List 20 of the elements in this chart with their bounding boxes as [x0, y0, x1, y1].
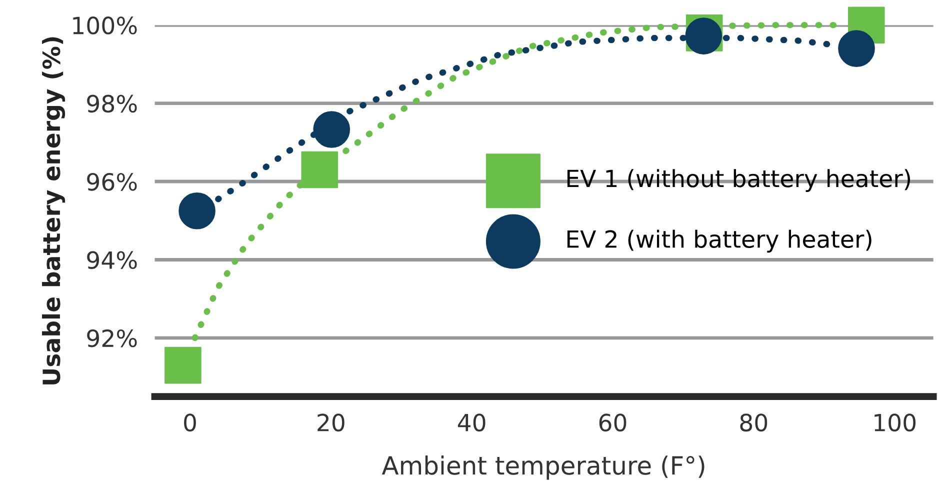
x-tick-label: 0 [184, 414, 196, 432]
point [178, 192, 216, 230]
y-tick-label: 94% [87, 251, 137, 270]
point [838, 30, 875, 67]
point [164, 346, 202, 384]
y-tick-label: 92% [87, 329, 137, 348]
x-tick-label: 20 [318, 414, 344, 432]
legend-label: EV 1 (without battery heater) [567, 169, 910, 192]
x-tick-label: 40 [458, 414, 486, 432]
x-tick-label: 60 [599, 414, 626, 432]
y-tick-label: 96% [87, 172, 137, 191]
x-tick-label: 100 [874, 414, 916, 432]
point [313, 111, 350, 148]
x-axis-title: Ambient temperature (F°) [382, 456, 704, 480]
y-tick-label: 98% [87, 94, 137, 113]
y-axis-title: Usable battery energy (%) [42, 37, 66, 384]
point [301, 151, 338, 188]
legend-label: EV 2 (with battery heater) [567, 230, 872, 253]
y-tick-label: 100% [73, 16, 137, 34]
x-tick-label: 80 [740, 414, 768, 432]
